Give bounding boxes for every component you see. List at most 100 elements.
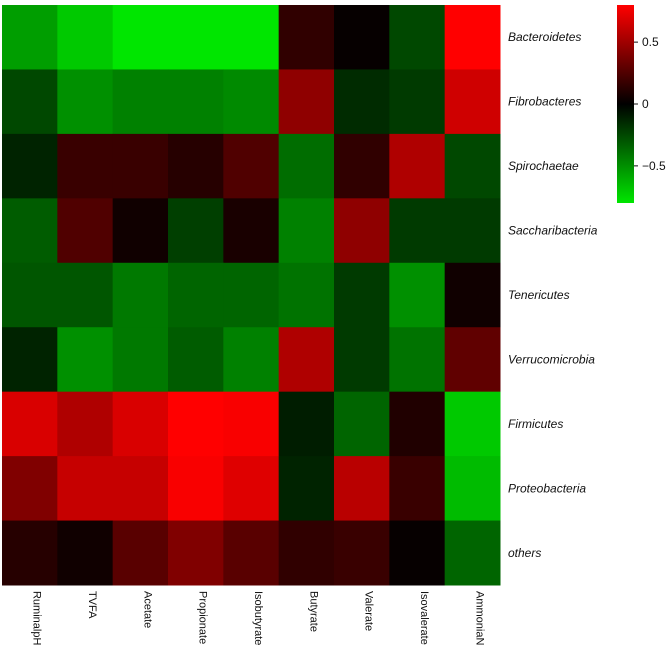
heatmap-cell xyxy=(389,5,446,70)
heatmap-cell xyxy=(278,198,335,264)
heatmap-cell xyxy=(223,262,280,328)
heatmap-cell xyxy=(2,198,58,264)
heatmap-cell xyxy=(57,133,114,199)
heatmap-cell xyxy=(444,520,501,586)
heatmap-cell xyxy=(112,133,169,199)
heatmap-cell xyxy=(334,456,390,522)
heatmap-cell xyxy=(2,456,58,522)
heatmap-cell xyxy=(57,198,114,264)
heatmap-cell xyxy=(57,456,114,522)
heatmap-cell xyxy=(223,327,280,393)
heatmap-cells xyxy=(2,5,501,586)
heatmap-cell xyxy=(334,520,390,586)
heatmap-cell xyxy=(389,456,446,522)
heatmap-cell xyxy=(112,391,169,457)
heatmap-cell xyxy=(168,456,224,522)
heatmap-cell xyxy=(444,5,501,70)
row-label: Verrucomicrobia xyxy=(508,352,595,366)
row-label: Tenericutes xyxy=(508,288,570,302)
heatmap-cell xyxy=(112,327,169,393)
heatmap-cell xyxy=(57,391,114,457)
row-label: Bacteroidetes xyxy=(508,30,581,44)
heatmap-cell xyxy=(278,69,335,135)
row-label: Fibrobacteres xyxy=(508,95,581,109)
heatmap-cell xyxy=(278,262,335,328)
heatmap-cell xyxy=(168,262,224,328)
column-label: Acetate xyxy=(141,591,153,628)
heatmap-cell xyxy=(444,133,501,199)
heatmap-cell xyxy=(278,5,335,70)
colorbar-tick-label: −0.5 xyxy=(642,159,666,173)
heatmap-cell xyxy=(2,391,58,457)
colorbar-ticks: 0.5 0 −0.5 xyxy=(634,35,666,173)
heatmap-cell xyxy=(278,456,335,522)
heatmap-cell xyxy=(389,69,446,135)
heatmap-cell xyxy=(334,327,390,393)
column-label: AmmoniaN xyxy=(473,591,485,645)
column-label: Butyrate xyxy=(307,591,319,632)
colorbar: 0.5 0 −0.5 xyxy=(617,5,666,203)
heatmap-cell xyxy=(389,391,446,457)
heatmap-cell xyxy=(389,520,446,586)
column-labels: RuminalpH TVFA Acetate Propionate Isobutyrat… xyxy=(31,591,486,645)
heatmap-cell xyxy=(389,327,446,393)
row-label: Spirochaetae xyxy=(508,159,579,173)
heatmap-cell xyxy=(278,133,335,199)
column-label: Isobutyrate xyxy=(252,591,264,645)
heatmap-cell xyxy=(223,69,280,135)
row-label: Firmicutes xyxy=(508,417,563,431)
colorbar-tick-label: 0.5 xyxy=(642,35,659,49)
heatmap-cell xyxy=(444,391,501,457)
heatmap-cell xyxy=(278,391,335,457)
heatmap-cell xyxy=(223,5,280,70)
heatmap-cell xyxy=(2,327,58,393)
heatmap-cell xyxy=(2,262,58,328)
colorbar-gradient xyxy=(617,5,634,203)
column-label: TVFA xyxy=(86,591,98,619)
heatmap-cell xyxy=(57,5,114,70)
heatmap-cell xyxy=(223,456,280,522)
column-label: Valerate xyxy=(363,591,375,631)
row-labels: Bacteroidetes Fibrobacteres Spirochaetae Sa… xyxy=(508,30,598,560)
heatmap-cell xyxy=(112,262,169,328)
heatmap-cell xyxy=(2,69,58,135)
heatmap-cell xyxy=(444,327,501,393)
row-label: Proteobacteria xyxy=(508,481,586,495)
heatmap-cell xyxy=(112,520,169,586)
row-label: Saccharibacteria xyxy=(508,224,598,238)
heatmap-cell xyxy=(2,520,58,586)
heatmap-cell xyxy=(223,520,280,586)
heatmap-cell xyxy=(57,520,114,586)
heatmap-cell xyxy=(444,262,501,328)
heatmap-cell xyxy=(168,198,224,264)
heatmap-cell xyxy=(57,327,114,393)
heatmap-cell xyxy=(278,520,335,586)
heatmap-cell xyxy=(389,198,446,264)
heatmap-cell xyxy=(112,69,169,135)
heatmap-cell xyxy=(2,5,58,70)
heatmap-cell xyxy=(112,456,169,522)
heatmap-cell xyxy=(223,198,280,264)
heatmap-cell xyxy=(334,391,390,457)
heatmap-cell xyxy=(334,198,390,264)
heatmap-cell xyxy=(444,198,501,264)
heatmap-cell xyxy=(334,262,390,328)
heatmap-cell xyxy=(389,133,446,199)
heatmap-cell xyxy=(57,262,114,328)
heatmap-cell xyxy=(112,5,169,70)
heatmap-cell xyxy=(444,69,501,135)
heatmap-cell xyxy=(334,5,390,70)
column-label: RuminalpH xyxy=(31,591,43,645)
heatmap-cell xyxy=(168,520,224,586)
heatmap-cell xyxy=(278,327,335,393)
heatmap-cell xyxy=(168,391,224,457)
heatmap-cell xyxy=(223,133,280,199)
column-label: Propionate xyxy=(197,591,209,644)
heatmap-cell xyxy=(334,69,390,135)
column-label: Isovalerate xyxy=(418,591,430,645)
heatmap-cell xyxy=(389,262,446,328)
heatmap-cell xyxy=(334,133,390,199)
heatmap-cell xyxy=(112,198,169,264)
heatmap-cell xyxy=(2,133,58,199)
